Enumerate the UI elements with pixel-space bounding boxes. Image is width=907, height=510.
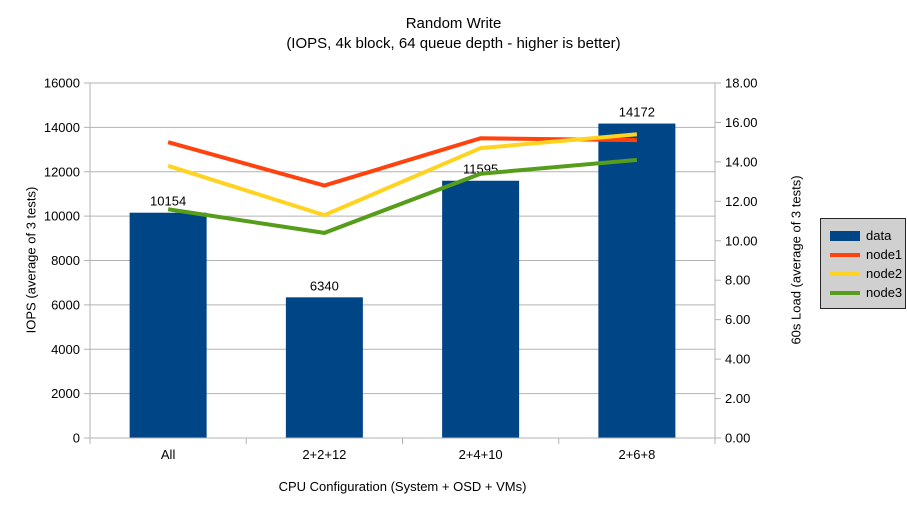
y-left-tick-label: 10000 [44,209,80,224]
y-right-tick-label: 2.00 [725,391,750,406]
y-right-tick-label: 4.00 [725,352,750,367]
legend-item-node1: node1 [830,245,902,264]
line-series-node3 [167,157,638,235]
legend-swatch-node1 [830,252,860,257]
legend-swatch-data [830,230,860,241]
x-axis-title: CPU Configuration (System + OSD + VMs) [278,479,527,494]
y-right-tick-label: 6.00 [725,312,750,327]
y-left-tick-label: 14000 [44,120,80,135]
legend-label: node1 [866,247,903,262]
chart-title: Random Write [405,15,502,32]
legend-item-data: data [830,226,897,245]
bar-All [129,212,207,438]
y-axis-title-right: 60s Load (average of 3 tests) [788,175,804,345]
y-right-tick-label: 16.00 [725,115,758,130]
bar-value-label: 6340 [310,278,339,293]
x-tick-label: All [161,447,176,462]
legend-label: data [866,228,892,243]
bar-2+2+12 [285,297,363,438]
bar-2+4+10 [442,180,520,438]
y-right-tick-label: 0.00 [725,431,750,446]
title-block: Random Write (IOPS, 4k block, 64 queue d… [0,14,907,54]
x-tick-label: 2+2+12 [302,447,346,462]
y-right-tick-label: 8.00 [725,273,750,288]
bar-2+6+8 [598,123,676,438]
x-tick-label: 2+4+10 [459,447,503,462]
chart-subtitle: (IOPS, 4k block, 64 queue depth - higher… [286,35,621,52]
bar-value-label: 14172 [619,105,655,120]
y-left-tick-label: 2000 [51,386,80,401]
legend-item-node3: node3 [830,283,902,302]
legend-item-node2: node2 [830,264,902,283]
y-left-tick-label: 6000 [51,297,80,312]
x-tick-label: 2+6+8 [618,447,655,462]
y-left-tick-label: 8000 [51,253,80,268]
y-right-tick-label: 10.00 [725,233,758,248]
y-left-tick-label: 12000 [44,164,80,179]
y-left-tick-label: 16000 [44,76,80,91]
y-axis-title-left: IOPS (average of 3 tests) [23,186,39,334]
legend-label: node2 [866,266,903,281]
bar-value-label: 10154 [150,194,186,209]
legend-swatch-node3 [830,290,860,295]
y-left-tick-label: 4000 [51,342,80,357]
y-left-tick-label: 0 [73,431,80,446]
y-right-tick-label: 14.00 [725,154,758,169]
line-series-node1 [167,136,637,188]
y-right-tick-label: 18.00 [725,76,758,91]
y-right-tick-label: 12.00 [725,194,758,209]
legend-label: node3 [866,285,903,300]
legend-swatch-node2 [830,271,860,276]
line-series-node2 [167,132,638,218]
legend: data node1 node2 node3 [820,218,906,309]
